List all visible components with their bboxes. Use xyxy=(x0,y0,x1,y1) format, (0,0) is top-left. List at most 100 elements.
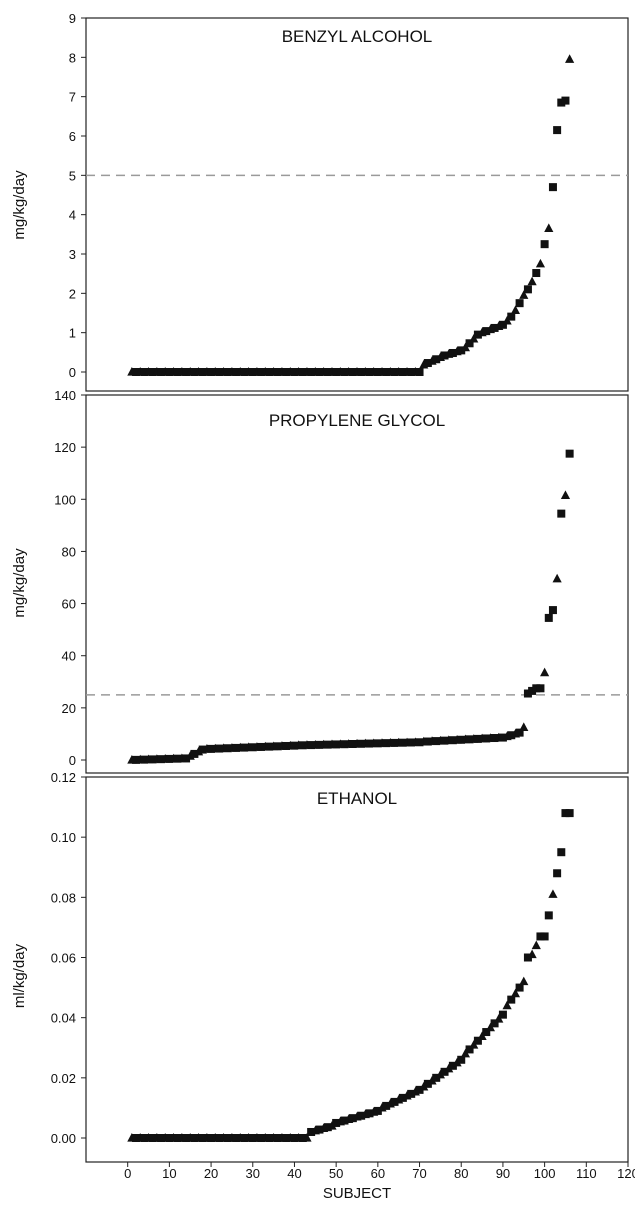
data-point-square xyxy=(507,312,516,321)
data-point-square xyxy=(248,1134,257,1142)
benzyl-alcohol-panel: BENZYL ALCOHOL mg/kg/day 0 1 2 3 4 5 6 7 8 9 xyxy=(11,11,629,392)
data-point-square xyxy=(448,736,457,745)
data-point-square xyxy=(440,736,449,745)
data-point-square xyxy=(507,731,516,740)
data-point-square xyxy=(323,740,332,749)
data-point-square xyxy=(457,1055,466,1064)
data-point-square xyxy=(490,1019,499,1028)
data-point-square xyxy=(173,754,182,763)
data-point-triangle xyxy=(485,1022,496,1032)
y-tick-label: 4 xyxy=(69,208,76,223)
data-point-square xyxy=(507,995,516,1004)
data-point-square xyxy=(373,368,382,376)
data-point-triangle xyxy=(327,1120,337,1130)
data-point-square xyxy=(290,1134,299,1142)
data-point-square xyxy=(282,368,291,376)
data-point-square xyxy=(273,1134,282,1142)
data-point-square xyxy=(157,755,166,764)
data-point-square xyxy=(557,98,566,107)
data-point-square xyxy=(223,368,232,376)
data-point-square xyxy=(348,368,357,376)
data-point-square xyxy=(332,368,341,376)
data-point-square xyxy=(473,1036,482,1045)
data-point-square xyxy=(323,1123,332,1132)
x-axis-label: SUBJECT xyxy=(323,1185,391,1202)
panel-title: BENZYL ALCOHOL xyxy=(282,27,433,46)
y-tick-label: 100 xyxy=(54,492,76,507)
data-point-square xyxy=(490,323,499,332)
data-point-square xyxy=(232,368,241,376)
x-tick-label: 90 xyxy=(496,1166,510,1181)
data-point-square xyxy=(207,368,216,376)
data-point-square xyxy=(257,1134,266,1142)
data-point-square xyxy=(498,320,507,329)
data-point-triangle xyxy=(477,1031,487,1040)
propylene-glycol-panel: PROPYLENE GLYCOL mg/kg/day 0 20 40 60 80 100 1… xyxy=(11,388,629,774)
data-point-square xyxy=(407,738,416,747)
data-point-triangle xyxy=(527,276,537,286)
data-point-triangle xyxy=(540,667,550,677)
data-point-triangle xyxy=(565,54,575,63)
data-point-square xyxy=(515,983,524,992)
data-point-square xyxy=(432,355,441,364)
data-point-square xyxy=(561,809,570,818)
data-point-square xyxy=(565,809,574,818)
panel-title: ETHANOL xyxy=(317,789,397,808)
data-point-triangle xyxy=(560,490,571,499)
data-point-triangle xyxy=(510,305,521,315)
data-point-square xyxy=(482,734,491,743)
data-point-square xyxy=(148,1134,157,1142)
data-point-square xyxy=(215,1134,224,1142)
data-point-square xyxy=(465,339,474,348)
data-point-square xyxy=(265,1134,274,1142)
data-point-square xyxy=(432,737,441,746)
plot-frame xyxy=(85,776,629,1163)
data-point-triangle xyxy=(469,1040,479,1049)
data-point-square xyxy=(165,1134,174,1142)
data-point-square xyxy=(157,1134,166,1142)
data-point-square xyxy=(290,368,299,376)
data-point-square xyxy=(215,744,224,753)
data-point-square xyxy=(557,509,566,518)
y-tick-label: 120 xyxy=(54,440,76,455)
y-tick-label: 1 xyxy=(69,326,76,341)
data-point-square xyxy=(307,741,316,750)
x-tick-label: 110 xyxy=(576,1166,597,1181)
data-point-triangle xyxy=(444,1063,454,1073)
data-point-square xyxy=(536,932,545,941)
data-point-square xyxy=(473,734,482,743)
data-point-square xyxy=(298,1134,307,1142)
data-point-square xyxy=(415,738,424,747)
x-tick-label: 50 xyxy=(329,1166,343,1181)
y-tick-label: 9 xyxy=(69,11,76,26)
y-axis-label: ml/kg/day xyxy=(11,943,28,1008)
data-point-square xyxy=(182,1134,191,1142)
data-points xyxy=(127,54,575,376)
data-point-triangle xyxy=(460,1048,470,1058)
data-point-square xyxy=(298,368,307,376)
data-point-square xyxy=(315,1125,324,1134)
y-tick-label: 2 xyxy=(69,286,76,301)
data-point-square xyxy=(232,743,241,752)
y-tick-label: 0.02 xyxy=(51,1071,76,1086)
data-point-triangle xyxy=(535,258,546,268)
data-point-square xyxy=(273,742,282,751)
x-tick-label: 60 xyxy=(371,1166,385,1181)
data-point-square xyxy=(382,1101,391,1110)
data-point-square xyxy=(140,755,149,764)
data-point-triangle xyxy=(469,333,479,343)
data-point-square xyxy=(298,741,307,750)
ethanol-panel: ETHANOL ml/kg/day 0.000.020.040.060.080.… xyxy=(11,770,635,1181)
data-point-triangle xyxy=(452,1057,462,1067)
data-point-triangle xyxy=(502,1000,512,1010)
y-tick-label: 0 xyxy=(69,365,76,380)
y-tick-label: 60 xyxy=(62,597,76,612)
data-point-square xyxy=(240,368,249,376)
data-point-square xyxy=(390,1097,399,1106)
data-point-square xyxy=(140,1134,149,1142)
y-tick-label: 6 xyxy=(69,129,76,144)
data-point-square xyxy=(157,368,166,376)
data-point-square xyxy=(257,742,266,751)
data-point-triangle xyxy=(435,1069,445,1079)
